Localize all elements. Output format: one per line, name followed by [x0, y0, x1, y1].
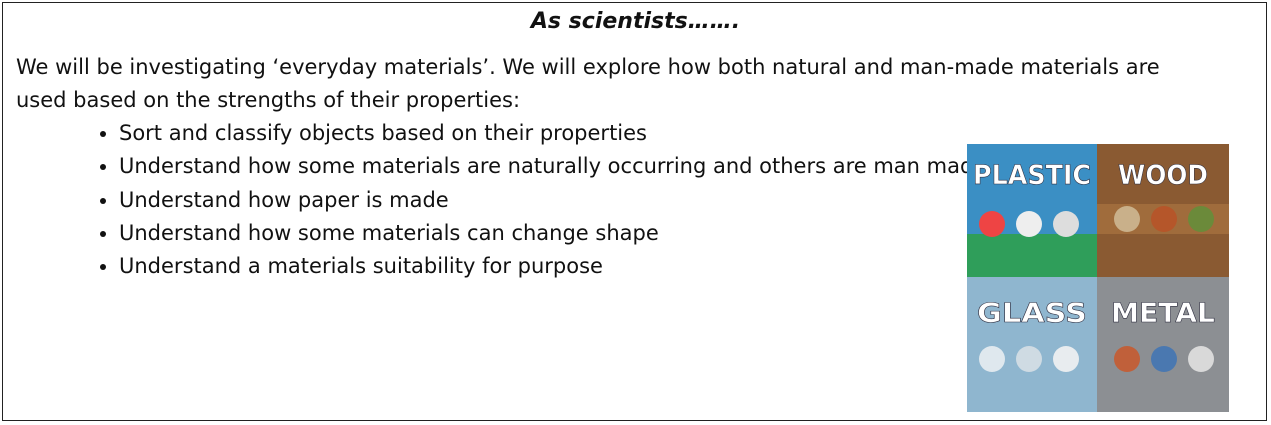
cover-label: METAL: [1111, 298, 1215, 329]
cover-label: PLASTIC: [973, 160, 1091, 191]
icon: [1188, 346, 1214, 372]
icon: [1151, 206, 1177, 232]
icon: [1114, 206, 1140, 232]
cover-label: GLASS: [977, 298, 1087, 329]
intro-paragraph: We will be investigating ‘everyday mater…: [16, 51, 1206, 117]
icon: [1053, 346, 1079, 372]
materials-image: PLASTIC WOOD GLASS METAL: [967, 144, 1229, 412]
page: {"header": {"title": "As scientists……."}…: [0, 0, 1271, 425]
cover-band: [967, 234, 1097, 277]
icon: [1016, 346, 1042, 372]
title: As scientists…….: [3, 9, 1268, 34]
icon: [1053, 211, 1079, 237]
cover-label: WOOD: [1118, 160, 1208, 191]
icon: [979, 211, 1005, 237]
icon: [1114, 346, 1140, 372]
icon: [1151, 346, 1177, 372]
frame: As scientists……. We will be investigatin…: [2, 2, 1267, 421]
icon: [1188, 206, 1214, 232]
icon: [1016, 211, 1042, 237]
icon: [979, 346, 1005, 372]
